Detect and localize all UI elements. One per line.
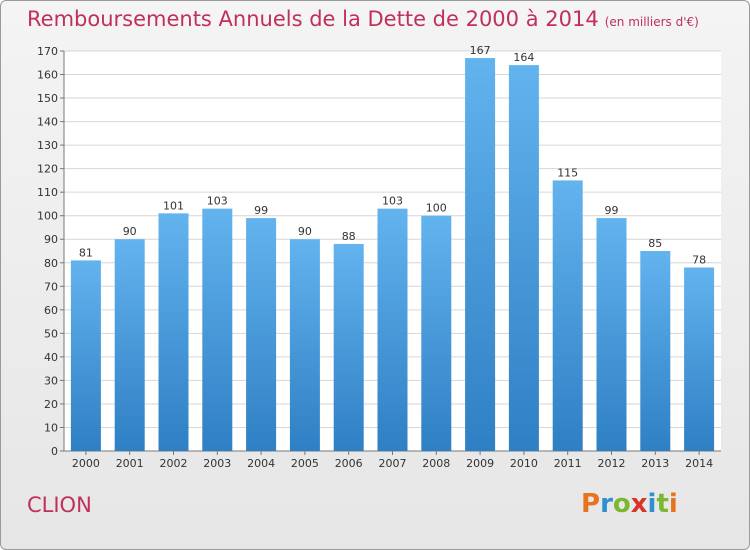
y-tick-label: 10 [44,421,58,434]
y-tick-label: 170 [37,45,58,58]
data-label-2014: 78 [692,253,706,266]
logo-letter: P [581,489,600,519]
x-tick-label-2001: 2001 [116,457,144,470]
bar-2006 [334,244,364,451]
bar-2000 [71,260,101,451]
data-label-2001: 90 [123,225,137,238]
bar-chart: 0 10 20 30 40 50 60 70 80 90 100 110 120 130 140 150 160… [1,1,749,549]
data-label-2000: 81 [79,246,93,259]
logo-letter: o [613,489,631,519]
bar-2001 [115,239,145,451]
bar-2007 [378,209,408,451]
x-tick-label-2013: 2013 [641,457,669,470]
y-tick-label: 160 [37,69,58,82]
y-tick-label: 90 [44,233,58,246]
y-tick-label: 120 [37,163,58,176]
data-label-2012: 99 [605,204,619,217]
commune-name: CLION [27,493,92,517]
x-tick-label-2006: 2006 [335,457,363,470]
y-tick-label: 20 [44,398,58,411]
bar-2002 [159,213,189,451]
data-label-2008: 100 [426,202,447,215]
data-label-2010: 164 [513,51,534,64]
bar-2013 [640,251,670,451]
y-tick-label: 140 [37,116,58,129]
y-tick-label: 150 [37,92,58,105]
proxiti-logo[interactable]: Proxiti [581,489,678,519]
y-tick-label: 100 [37,210,58,223]
logo-letter: i [669,489,678,519]
bar-2004 [246,218,276,451]
data-label-2002: 101 [163,199,184,212]
y-tick-label: 30 [44,374,58,387]
x-tick-label-2005: 2005 [291,457,319,470]
bar-2010 [509,65,539,451]
logo-letter: r [600,489,613,519]
x-tick-label-2003: 2003 [203,457,231,470]
y-tick-label: 60 [44,304,58,317]
data-label-2005: 90 [298,225,312,238]
x-tick-label-2012: 2012 [598,457,626,470]
chart-frame: Remboursements Annuels de la Dette de 20… [0,0,750,550]
logo-letter: t [656,489,668,519]
data-label-2009: 167 [470,44,491,57]
bar-2012 [597,218,627,451]
data-label-2004: 99 [254,204,268,217]
y-tick-label: 80 [44,257,58,270]
y-tick-label: 110 [37,186,58,199]
y-tick-label: 50 [44,327,58,340]
x-tick-label-2002: 2002 [160,457,188,470]
x-tick-label-2007: 2007 [379,457,407,470]
bar-2011 [553,180,583,451]
bar-2009 [465,58,495,451]
bar-2008 [421,216,451,451]
x-tick-label-2014: 2014 [685,457,713,470]
x-tick-label-2011: 2011 [554,457,582,470]
y-tick-label: 40 [44,351,58,364]
y-tick-label: 0 [51,445,58,458]
x-tick-label-2008: 2008 [422,457,450,470]
data-label-2013: 85 [648,237,662,250]
x-tick-label-2004: 2004 [247,457,275,470]
x-tick-label-2000: 2000 [72,457,100,470]
data-label-2007: 103 [382,195,403,208]
bar-2005 [290,239,320,451]
logo-letter: x [631,489,648,519]
y-tick-label: 130 [37,139,58,152]
x-tick-label-2009: 2009 [466,457,494,470]
y-tick-label: 70 [44,280,58,293]
bar-2003 [202,209,232,451]
data-label-2011: 115 [557,166,578,179]
x-tick-label-2010: 2010 [510,457,538,470]
bar-2014 [684,267,714,451]
data-label-2003: 103 [207,195,228,208]
data-label-2006: 88 [342,230,356,243]
